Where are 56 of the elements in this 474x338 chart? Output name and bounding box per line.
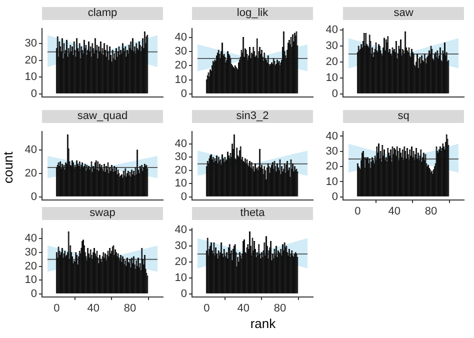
y-tick-label: 10: [174, 178, 187, 190]
x-tick-label: 40: [237, 302, 250, 315]
y-tick-label: 20: [24, 260, 37, 272]
y-tick-label: 0: [30, 88, 37, 100]
y-tick-label: 10: [326, 176, 338, 188]
x-axis-title: rank: [249, 316, 277, 331]
y-tick-label: 40: [326, 24, 338, 36]
x-tick-label: 40: [87, 302, 100, 315]
y-tick-label: 10: [24, 274, 37, 286]
y-tick-label: 40: [24, 232, 37, 245]
chart-title: sin3_2: [192, 110, 313, 123]
y-tick-label: 0: [332, 190, 338, 203]
y-tick-label: 40: [24, 144, 37, 156]
chart-title: theta: [192, 207, 313, 220]
y-tick-label: 20: [24, 54, 37, 66]
chart-title: saw: [343, 7, 464, 20]
y-tick-label: 20: [174, 60, 187, 72]
y-tick-label: 40: [174, 138, 187, 150]
y-tick-label: 10: [326, 72, 338, 84]
y-tick-label: 20: [174, 256, 187, 268]
chart-title: clamp: [42, 7, 163, 20]
chart-title: sq: [343, 110, 464, 123]
x-tick-label: 0: [204, 302, 210, 315]
chart-title: saw_quad: [42, 110, 163, 123]
x-tick-label: 0: [354, 206, 361, 218]
y-tick-label: 20: [326, 160, 338, 173]
y-tick-label: 0: [180, 190, 187, 203]
y-tick-label: 20: [24, 167, 37, 180]
x-tick-label: 80: [274, 302, 286, 315]
y-tick-label: 10: [174, 272, 187, 284]
x-tick-label: 80: [124, 302, 136, 315]
y-tick-label: 0: [180, 288, 187, 300]
y-tick-label: 30: [326, 145, 338, 158]
y-tick-label: 0: [332, 88, 338, 100]
y-axis-title: count: [0, 150, 16, 186]
y-tick-label: 30: [174, 240, 187, 252]
chart-title: log_lik: [192, 7, 313, 20]
x-tick-label: 40: [388, 206, 400, 218]
y-tick-label: 30: [24, 38, 37, 50]
x-tick-label: 80: [424, 206, 438, 218]
y-tick-label: 10: [174, 74, 187, 86]
y-tick-label: 10: [24, 71, 37, 84]
y-tick-label: 40: [326, 130, 338, 142]
y-tick-label: 30: [174, 46, 187, 58]
y-tick-label: 30: [24, 246, 37, 258]
y-tick-label: 0: [180, 88, 187, 100]
y-tick-label: 20: [174, 164, 187, 176]
y-tick-label: 20: [326, 56, 338, 68]
chart-title: swap: [42, 207, 163, 220]
x-tick-label: 0: [54, 302, 60, 315]
y-tick-label: 40: [174, 224, 187, 236]
y-tick-label: 0: [30, 190, 37, 203]
y-tick-label: 0: [30, 288, 37, 300]
y-tick-label: 30: [326, 40, 338, 52]
y-tick-label: 30: [174, 151, 187, 164]
y-tick-label: 40: [174, 31, 187, 44]
